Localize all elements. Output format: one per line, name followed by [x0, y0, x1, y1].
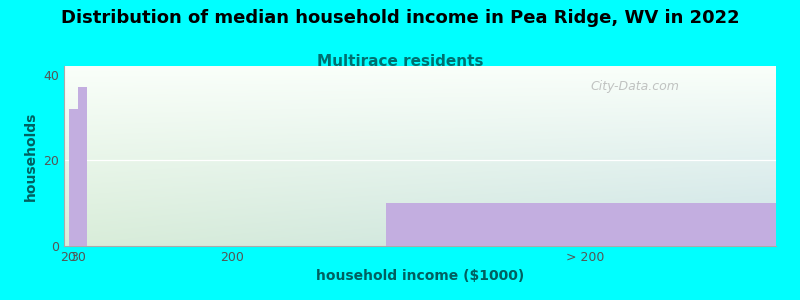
Y-axis label: households: households: [24, 111, 38, 201]
Text: Distribution of median household income in Pea Ridge, WV in 2022: Distribution of median household income …: [61, 9, 739, 27]
Text: Multirace residents: Multirace residents: [317, 54, 483, 69]
X-axis label: household income ($1000): household income ($1000): [316, 269, 524, 284]
Bar: [69, 109, 78, 246]
Text: City-Data.com: City-Data.com: [591, 80, 680, 93]
Bar: [386, 203, 776, 246]
Bar: [78, 87, 86, 246]
